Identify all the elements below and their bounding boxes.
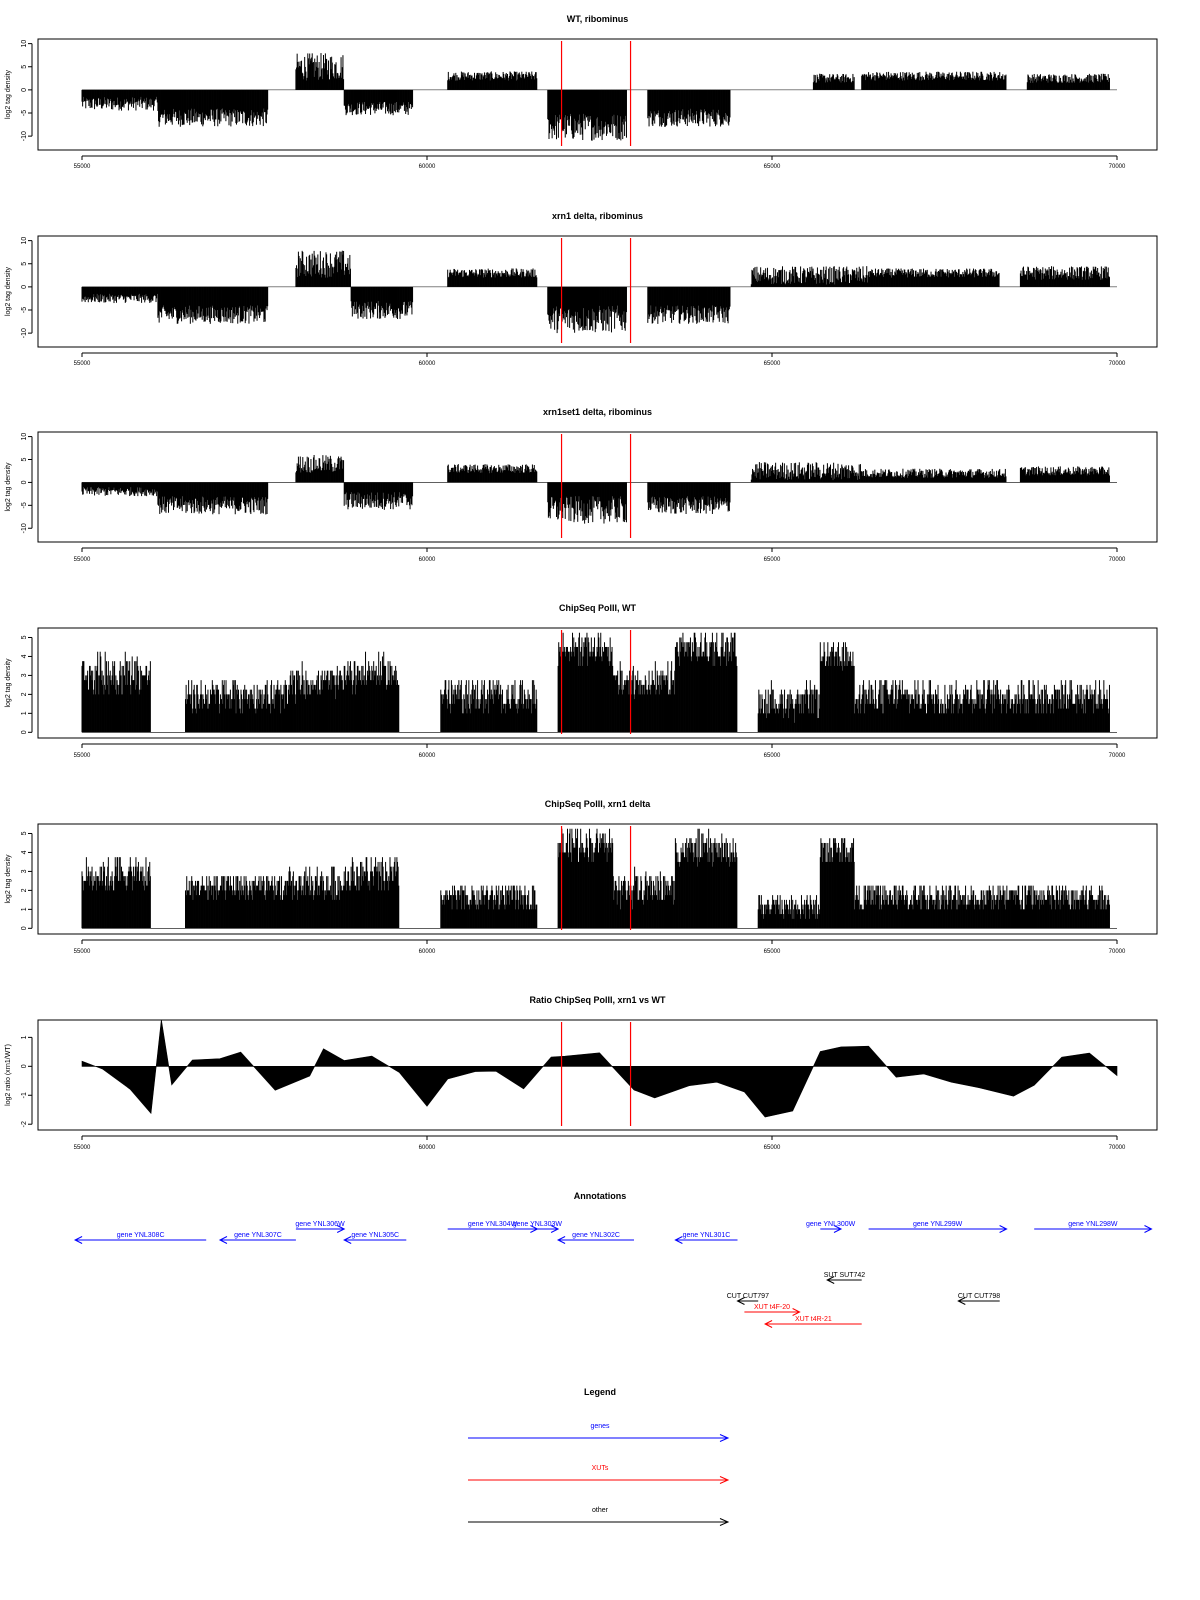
bar-region xyxy=(447,71,538,90)
chart-panel-2: xrn1 delta, ribominus log2 tag density 550… xyxy=(5,211,1158,367)
data-series xyxy=(81,632,1110,733)
x-tick-label: 60000 xyxy=(419,164,436,170)
x-tick-label: 70000 xyxy=(1109,557,1126,563)
bar-region xyxy=(295,250,351,287)
bar-region xyxy=(295,53,345,90)
bar-region xyxy=(81,89,158,111)
y-tick-label: -10 xyxy=(21,131,28,141)
bar-region xyxy=(343,651,400,733)
bar-region xyxy=(557,632,614,733)
x-tick-label: 60000 xyxy=(419,361,436,367)
plot-frame xyxy=(37,235,1158,348)
chart-title: WT, ribominus xyxy=(567,14,629,24)
bar-region xyxy=(288,661,345,733)
y-tick-label: 10 xyxy=(21,433,28,441)
bar-region xyxy=(343,89,414,116)
y-tick-label: 0 xyxy=(21,480,28,484)
x-tick-label: 65000 xyxy=(764,164,781,170)
y-tick-label: 10 xyxy=(21,237,28,245)
bar-region xyxy=(547,482,627,524)
plot-frame xyxy=(37,431,1158,543)
y-axis: 10 5 0 -5 -10 xyxy=(21,237,33,338)
y-tick-label: -10 xyxy=(21,523,28,533)
y-tick-label: -5 xyxy=(21,110,28,116)
x-tick-label: 55000 xyxy=(74,557,91,563)
bar-region xyxy=(1019,466,1110,483)
bar-region xyxy=(750,462,862,483)
y-axis: 10 5 0 -5 -10 xyxy=(21,433,33,533)
bar-region xyxy=(868,268,1000,287)
y-tick-label: 10 xyxy=(21,40,28,48)
x-axis: 55000 60000 65000 70000 xyxy=(74,352,1126,367)
y-tick-label: -5 xyxy=(21,307,28,313)
y-axis-label: log2 tag density xyxy=(5,69,12,119)
chart-title: xrn1 delta, ribominus xyxy=(552,211,643,221)
y-tick-label: -5 xyxy=(21,502,28,508)
x-tick-label: 60000 xyxy=(419,557,436,563)
bar-region xyxy=(157,89,269,127)
y-axis-label: log2 tag density xyxy=(5,462,12,512)
bar-region xyxy=(647,286,731,324)
bar-region xyxy=(447,268,538,287)
y-tick-label: 0 xyxy=(21,88,28,92)
bar-region xyxy=(647,482,731,514)
x-axis: 55000 60000 65000 70000 xyxy=(74,547,1126,563)
bar-region xyxy=(81,482,158,497)
x-tick-label: 65000 xyxy=(764,361,781,367)
y-axis: 10 5 0 -5 -10 xyxy=(21,40,33,141)
bar-region xyxy=(547,286,627,334)
y-axis-label: log2 tag density xyxy=(5,266,12,316)
bar-region xyxy=(1019,266,1110,287)
bar-region xyxy=(861,71,1007,90)
bar-region xyxy=(447,464,538,483)
bar-region xyxy=(647,89,731,127)
x-tick-label: 55000 xyxy=(74,164,91,170)
bar-region xyxy=(157,286,269,324)
chart-title: ChipSeq PolII, WT xyxy=(559,603,636,613)
bar-region xyxy=(343,482,414,510)
bar-region xyxy=(750,266,869,287)
bar-region xyxy=(350,286,414,320)
bar-region xyxy=(861,468,1007,483)
bar-region xyxy=(1026,73,1110,90)
y-tick-label: 5 xyxy=(21,457,28,461)
bar-region xyxy=(81,651,151,733)
y-tick-label: 5 xyxy=(21,262,28,266)
y-tick-label: 0 xyxy=(21,285,28,289)
plot-frame xyxy=(37,38,1158,151)
x-tick-label: 70000 xyxy=(1109,164,1126,170)
data-series xyxy=(81,250,1110,334)
bar-region xyxy=(185,680,289,733)
x-axis: 55000 60000 65000 70000 xyxy=(74,155,1126,170)
chart-panel-1: WT, ribominus log2 tag density 55000 60000 6… xyxy=(5,14,1158,170)
x-tick-label: 70000 xyxy=(1109,361,1126,367)
bar-region xyxy=(547,89,627,141)
bar-region xyxy=(812,73,855,90)
bar-region xyxy=(81,286,158,304)
x-tick-label: 55000 xyxy=(74,361,91,367)
chart-panel-3: xrn1set1 delta, ribominus log2 tag densit… xyxy=(5,407,1158,563)
y-axis-label: log2 tag density xyxy=(5,658,12,708)
data-series xyxy=(81,53,1110,141)
data-series xyxy=(81,454,1110,524)
bar-region xyxy=(440,680,538,733)
y-tick-label: 5 xyxy=(21,65,28,69)
y-tick-label: -10 xyxy=(21,328,28,338)
chart-title: xrn1set1 delta, ribominus xyxy=(543,407,652,417)
bar-region xyxy=(295,454,345,483)
bar-region xyxy=(157,482,269,515)
x-tick-label: 65000 xyxy=(764,557,781,563)
